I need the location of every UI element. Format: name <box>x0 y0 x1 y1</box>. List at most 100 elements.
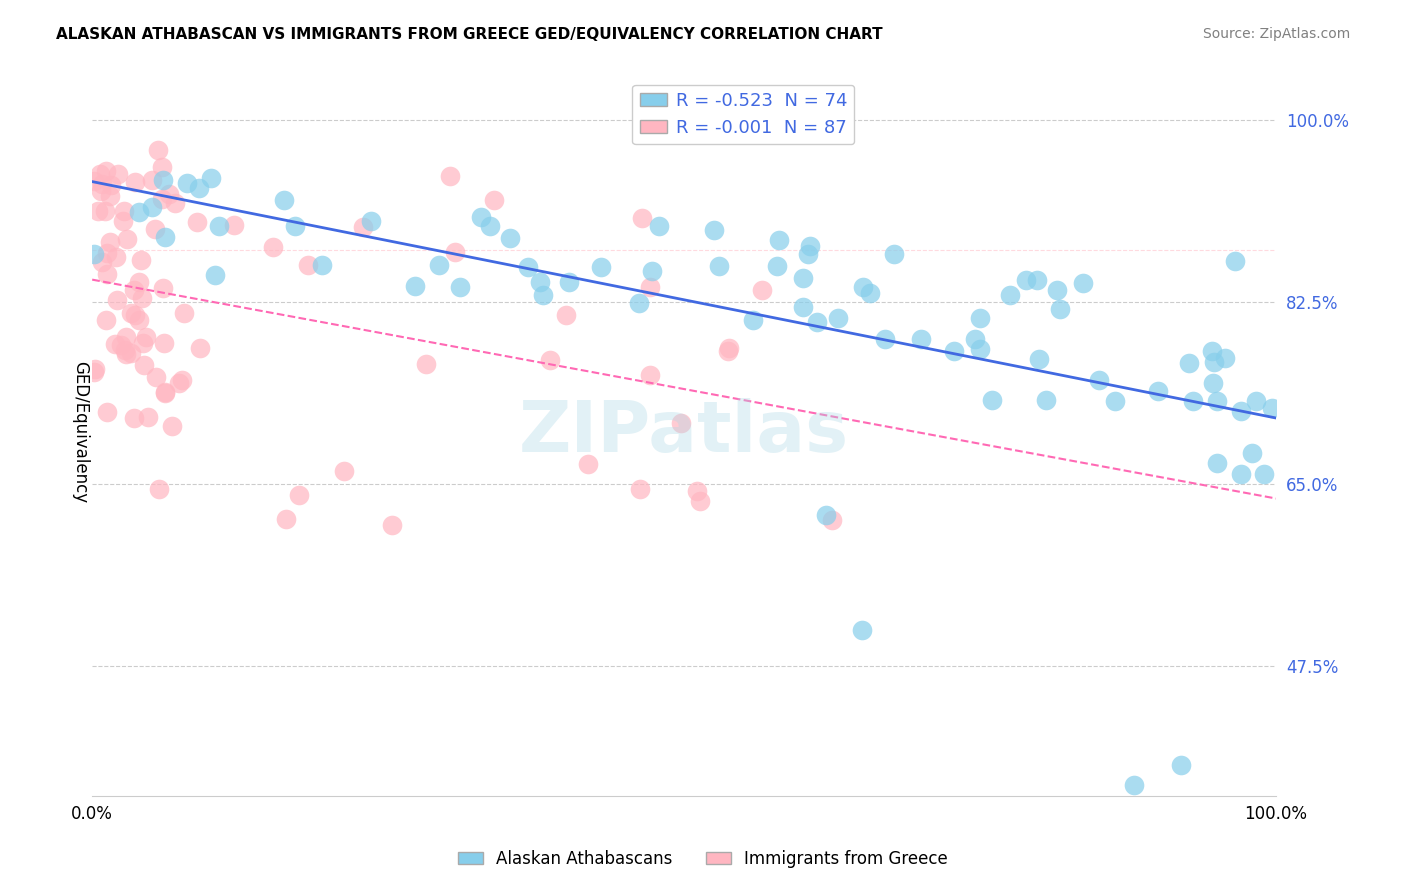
Point <box>141 173 163 187</box>
Point <box>188 341 211 355</box>
Point <box>1201 343 1223 358</box>
Point <box>100 178 122 192</box>
Point <box>429 258 451 272</box>
Point <box>131 291 153 305</box>
Point <box>943 344 966 359</box>
Point <box>517 260 540 275</box>
Point <box>96 267 118 281</box>
Point <box>83 365 105 379</box>
Point <box>96 163 118 178</box>
Point <box>851 623 873 637</box>
Point <box>910 332 932 346</box>
Point <box>1170 757 1192 772</box>
Point <box>94 313 117 327</box>
Point <box>89 167 111 181</box>
Point <box>555 308 578 322</box>
Point <box>332 464 354 478</box>
Point <box>188 181 211 195</box>
Point <box>176 177 198 191</box>
Point <box>1104 393 1126 408</box>
Point <box>114 343 136 357</box>
Point <box>482 194 505 208</box>
Y-axis label: GED/Equivalency: GED/Equivalency <box>72 361 90 503</box>
Point <box>439 169 461 184</box>
Point <box>766 259 789 273</box>
Point <box>128 312 150 326</box>
Point <box>105 293 128 307</box>
Point <box>136 410 159 425</box>
Point <box>1025 272 1047 286</box>
Point <box>273 194 295 208</box>
Point <box>627 296 650 310</box>
Point <box>153 386 176 401</box>
Text: ZIPatlas: ZIPatlas <box>519 398 849 467</box>
Point <box>274 512 297 526</box>
Point <box>98 235 121 250</box>
Point <box>1071 277 1094 291</box>
Point <box>852 279 875 293</box>
Point <box>262 240 284 254</box>
Point <box>163 195 186 210</box>
Point <box>806 316 828 330</box>
Point <box>1123 778 1146 792</box>
Point <box>360 213 382 227</box>
Point <box>717 344 740 359</box>
Point <box>1223 253 1246 268</box>
Point <box>558 275 581 289</box>
Point <box>91 255 114 269</box>
Text: ALASKAN ATHABASCAN VS IMMIGRANTS FROM GREECE GED/EQUIVALENCY CORRELATION CHART: ALASKAN ATHABASCAN VS IMMIGRANTS FROM GR… <box>56 27 883 42</box>
Legend: R = -0.523  N = 74, R = -0.001  N = 87: R = -0.523 N = 74, R = -0.001 N = 87 <box>633 85 855 145</box>
Point <box>186 215 208 229</box>
Point <box>155 229 177 244</box>
Point <box>669 416 692 430</box>
Point <box>96 405 118 419</box>
Legend: Alaskan Athabascans, Immigrants from Greece: Alaskan Athabascans, Immigrants from Gre… <box>451 844 955 875</box>
Point <box>1241 446 1264 460</box>
Point <box>689 494 711 508</box>
Point <box>631 211 654 225</box>
Point <box>444 244 467 259</box>
Point <box>152 336 174 351</box>
Point <box>589 260 612 275</box>
Point <box>83 246 105 260</box>
Point <box>751 283 773 297</box>
Point <box>83 174 105 188</box>
Point <box>1182 394 1205 409</box>
Point <box>1201 376 1223 391</box>
Point <box>797 247 820 261</box>
Point <box>297 258 319 272</box>
Point <box>1049 301 1071 316</box>
Point <box>104 251 127 265</box>
Point <box>647 219 669 233</box>
Point <box>963 332 986 346</box>
Point <box>155 384 177 399</box>
Point <box>1229 404 1251 418</box>
Point <box>1146 384 1168 398</box>
Point <box>969 310 991 325</box>
Point <box>143 222 166 236</box>
Point <box>141 201 163 215</box>
Point <box>638 280 661 294</box>
Point <box>124 309 146 323</box>
Point <box>112 213 135 227</box>
Point <box>94 204 117 219</box>
Point <box>146 143 169 157</box>
Text: Source: ZipAtlas.com: Source: ZipAtlas.com <box>1202 27 1350 41</box>
Point <box>131 253 153 268</box>
Point <box>1028 352 1050 367</box>
Point <box>792 301 814 315</box>
Point <box>98 189 121 203</box>
Point <box>150 160 173 174</box>
Point <box>132 358 155 372</box>
Point <box>1178 356 1201 370</box>
Point <box>686 483 709 498</box>
Point <box>641 264 664 278</box>
Point <box>1213 351 1236 366</box>
Point <box>107 167 129 181</box>
Point <box>742 312 765 326</box>
Point <box>478 219 501 233</box>
Point <box>1206 456 1229 470</box>
Point <box>709 259 731 273</box>
Point <box>122 411 145 425</box>
Point <box>792 271 814 285</box>
